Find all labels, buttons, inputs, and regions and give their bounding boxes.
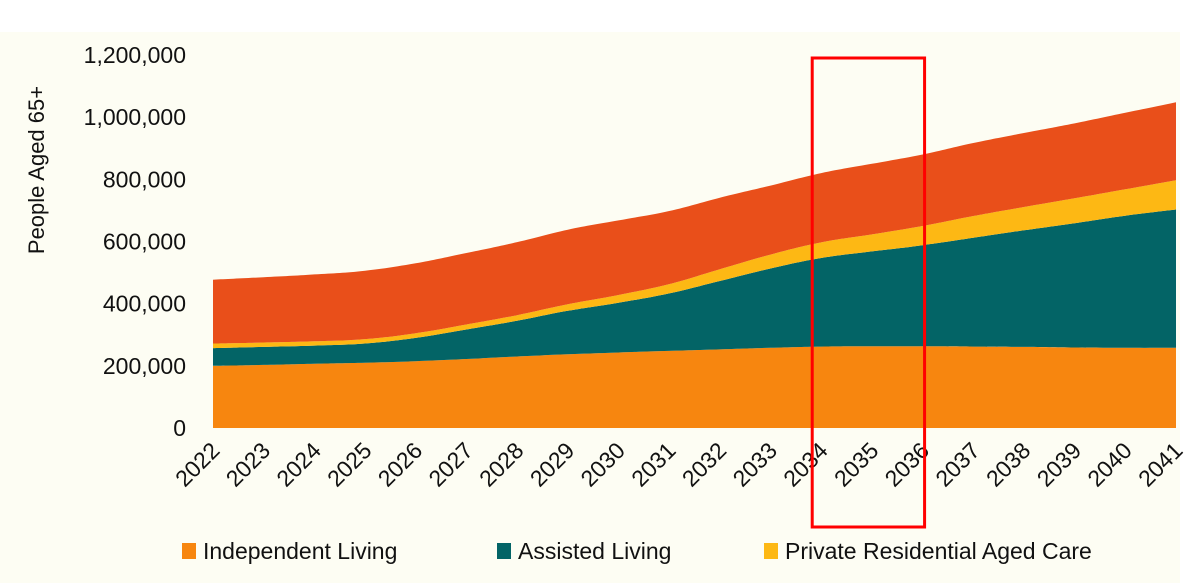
x-tick-label: 2033 xyxy=(727,437,782,492)
area-independent-living xyxy=(213,346,1176,428)
x-tick-label: 2025 xyxy=(322,437,377,492)
y-axis-label: People Aged 65+ xyxy=(24,86,49,254)
legend-swatch xyxy=(182,543,196,559)
x-tick-label: 2026 xyxy=(373,437,428,492)
legend-item: Independent Living xyxy=(182,538,397,564)
x-tick-label: 2037 xyxy=(930,437,985,492)
legend-item: Assisted Living xyxy=(497,538,671,564)
y-tick-label: 600,000 xyxy=(103,229,186,255)
y-tick-label: 1,200,000 xyxy=(84,42,186,68)
y-tick-label: 200,000 xyxy=(103,353,186,379)
x-axis-ticks: 2022202320242025202620272028202920302031… xyxy=(170,437,1188,492)
y-tick-label: 400,000 xyxy=(103,291,186,317)
legend: Independent Living Assisted Living Private… xyxy=(182,538,1092,564)
x-tick-label: 2032 xyxy=(677,437,732,492)
highlight-box xyxy=(810,56,927,529)
legend-item: Private Residential Aged Care xyxy=(764,538,1092,564)
area-assisted-living xyxy=(213,209,1176,366)
x-tick-label: 2028 xyxy=(474,437,529,492)
y-tick-label: 0 xyxy=(173,415,186,441)
x-tick-label: 2022 xyxy=(170,437,225,492)
x-tick-label: 2035 xyxy=(829,437,884,492)
legend-swatch xyxy=(764,543,778,559)
legend-swatch xyxy=(497,543,511,559)
x-tick-label: 2031 xyxy=(626,437,681,492)
legend-label: Private Residential Aged Care xyxy=(785,538,1092,564)
x-tick-label: 2041 xyxy=(1133,437,1188,492)
y-tick-label: 1,000,000 xyxy=(84,104,186,130)
x-tick-label: 2038 xyxy=(981,437,1036,492)
x-tick-label: 2023 xyxy=(221,437,276,492)
area-residential-aged-care xyxy=(213,102,1176,344)
x-tick-label: 2030 xyxy=(575,437,630,492)
x-tick-label: 2029 xyxy=(525,437,580,492)
y-tick-label: 800,000 xyxy=(103,166,186,192)
x-tick-label: 2039 xyxy=(1032,437,1087,492)
x-tick-label: 2040 xyxy=(1082,437,1137,492)
x-tick-label: 2024 xyxy=(271,437,326,492)
x-tick-label: 2034 xyxy=(778,437,833,492)
x-tick-label: 2027 xyxy=(423,437,478,492)
area-layers xyxy=(213,102,1176,428)
y-axis-ticks: 0 200,000 400,000 600,000 800,000 1,000,000 1,… xyxy=(84,42,186,441)
legend-label: Independent Living xyxy=(203,538,397,564)
legend-label: Assisted Living xyxy=(518,538,671,564)
